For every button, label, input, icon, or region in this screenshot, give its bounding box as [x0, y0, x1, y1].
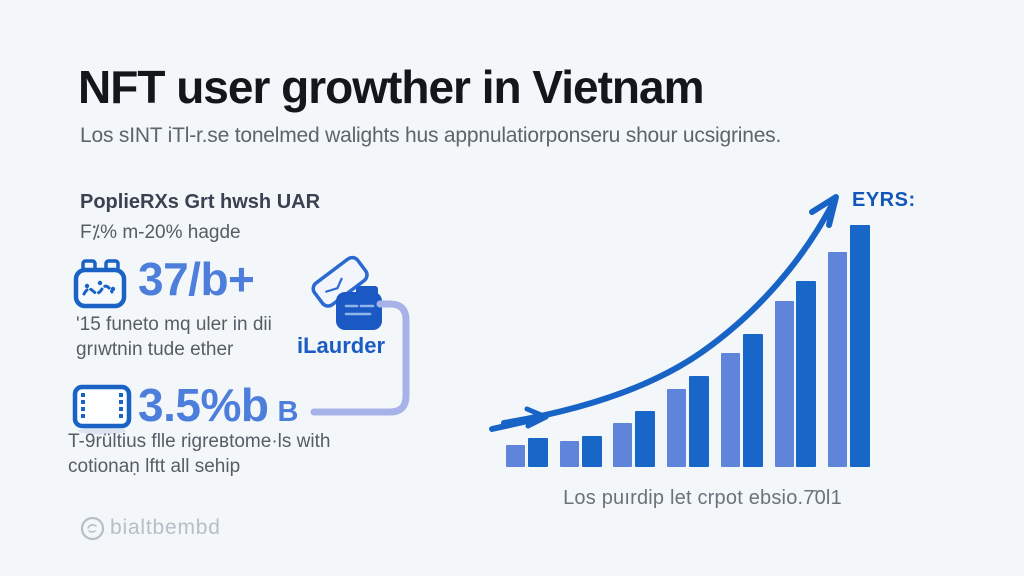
stat-desc-volume-line1: T-9rültius flle rigreʙtome·ls with [68, 431, 331, 452]
stat-desc-users-line2: grıwtnin tude ether [76, 339, 234, 360]
page-title: NFT user growther in Vietnam [78, 61, 704, 113]
bar-pair7-light [828, 252, 848, 467]
wallet-icon [296, 250, 408, 342]
stats-heading: PoplieRXs Grt hwsh UAR [80, 191, 321, 213]
bar-pair4-light [667, 389, 687, 467]
calendar-chart-icon [71, 256, 129, 314]
bar-pair5-dark [742, 334, 763, 467]
bar-pair1-light [506, 445, 525, 467]
page-subtitle: Los sINT iTl-r.se tonelmed walights hus … [80, 124, 782, 147]
stats-subheading: F⁒% m-20% hagde [80, 222, 241, 243]
bar-pair3-dark [635, 411, 656, 467]
stat-desc-volume: T-9rültius flle rigreʙtome·ls with cotio… [68, 429, 330, 479]
bar-pair3-light [613, 423, 633, 467]
chart-annotation: EYRS: [852, 189, 916, 211]
chart-caption: Los puırdip let crpot ebsio.7̄0l1 [563, 487, 842, 509]
stat-value-users-number: 37/b+ [138, 253, 255, 305]
stat-value-volume: 3.5%b B [138, 378, 298, 432]
film-frame-icon [71, 383, 133, 437]
stat-desc-users: '15 funeto mq uler in dii grıwtnin tude … [76, 312, 272, 362]
bar-pair6-dark [796, 281, 817, 467]
stat-value-volume-suffix: B [277, 396, 298, 428]
bar-pair7-dark [850, 225, 870, 467]
bar-pair2-light [559, 441, 579, 467]
stat-value-volume-number: 3.5%b [138, 379, 269, 431]
bar-pair5-light [720, 353, 740, 467]
bar-pair6-light [774, 301, 794, 467]
bar-pair4-dark [688, 376, 709, 467]
brand-name: bialtbembd [110, 516, 221, 539]
stat-desc-users-line1: '15 funeto mq uler in dii [76, 314, 272, 335]
bar-pair1-dark [527, 438, 548, 467]
stat-desc-volume-line2: cotionaṇ lftt all sehip [68, 456, 241, 477]
bar-pair2-dark [581, 436, 602, 467]
brand-logo-icon [79, 515, 106, 542]
wallet-label: iLaurder [297, 333, 386, 358]
stat-value-users: 37/b+ [138, 252, 255, 306]
